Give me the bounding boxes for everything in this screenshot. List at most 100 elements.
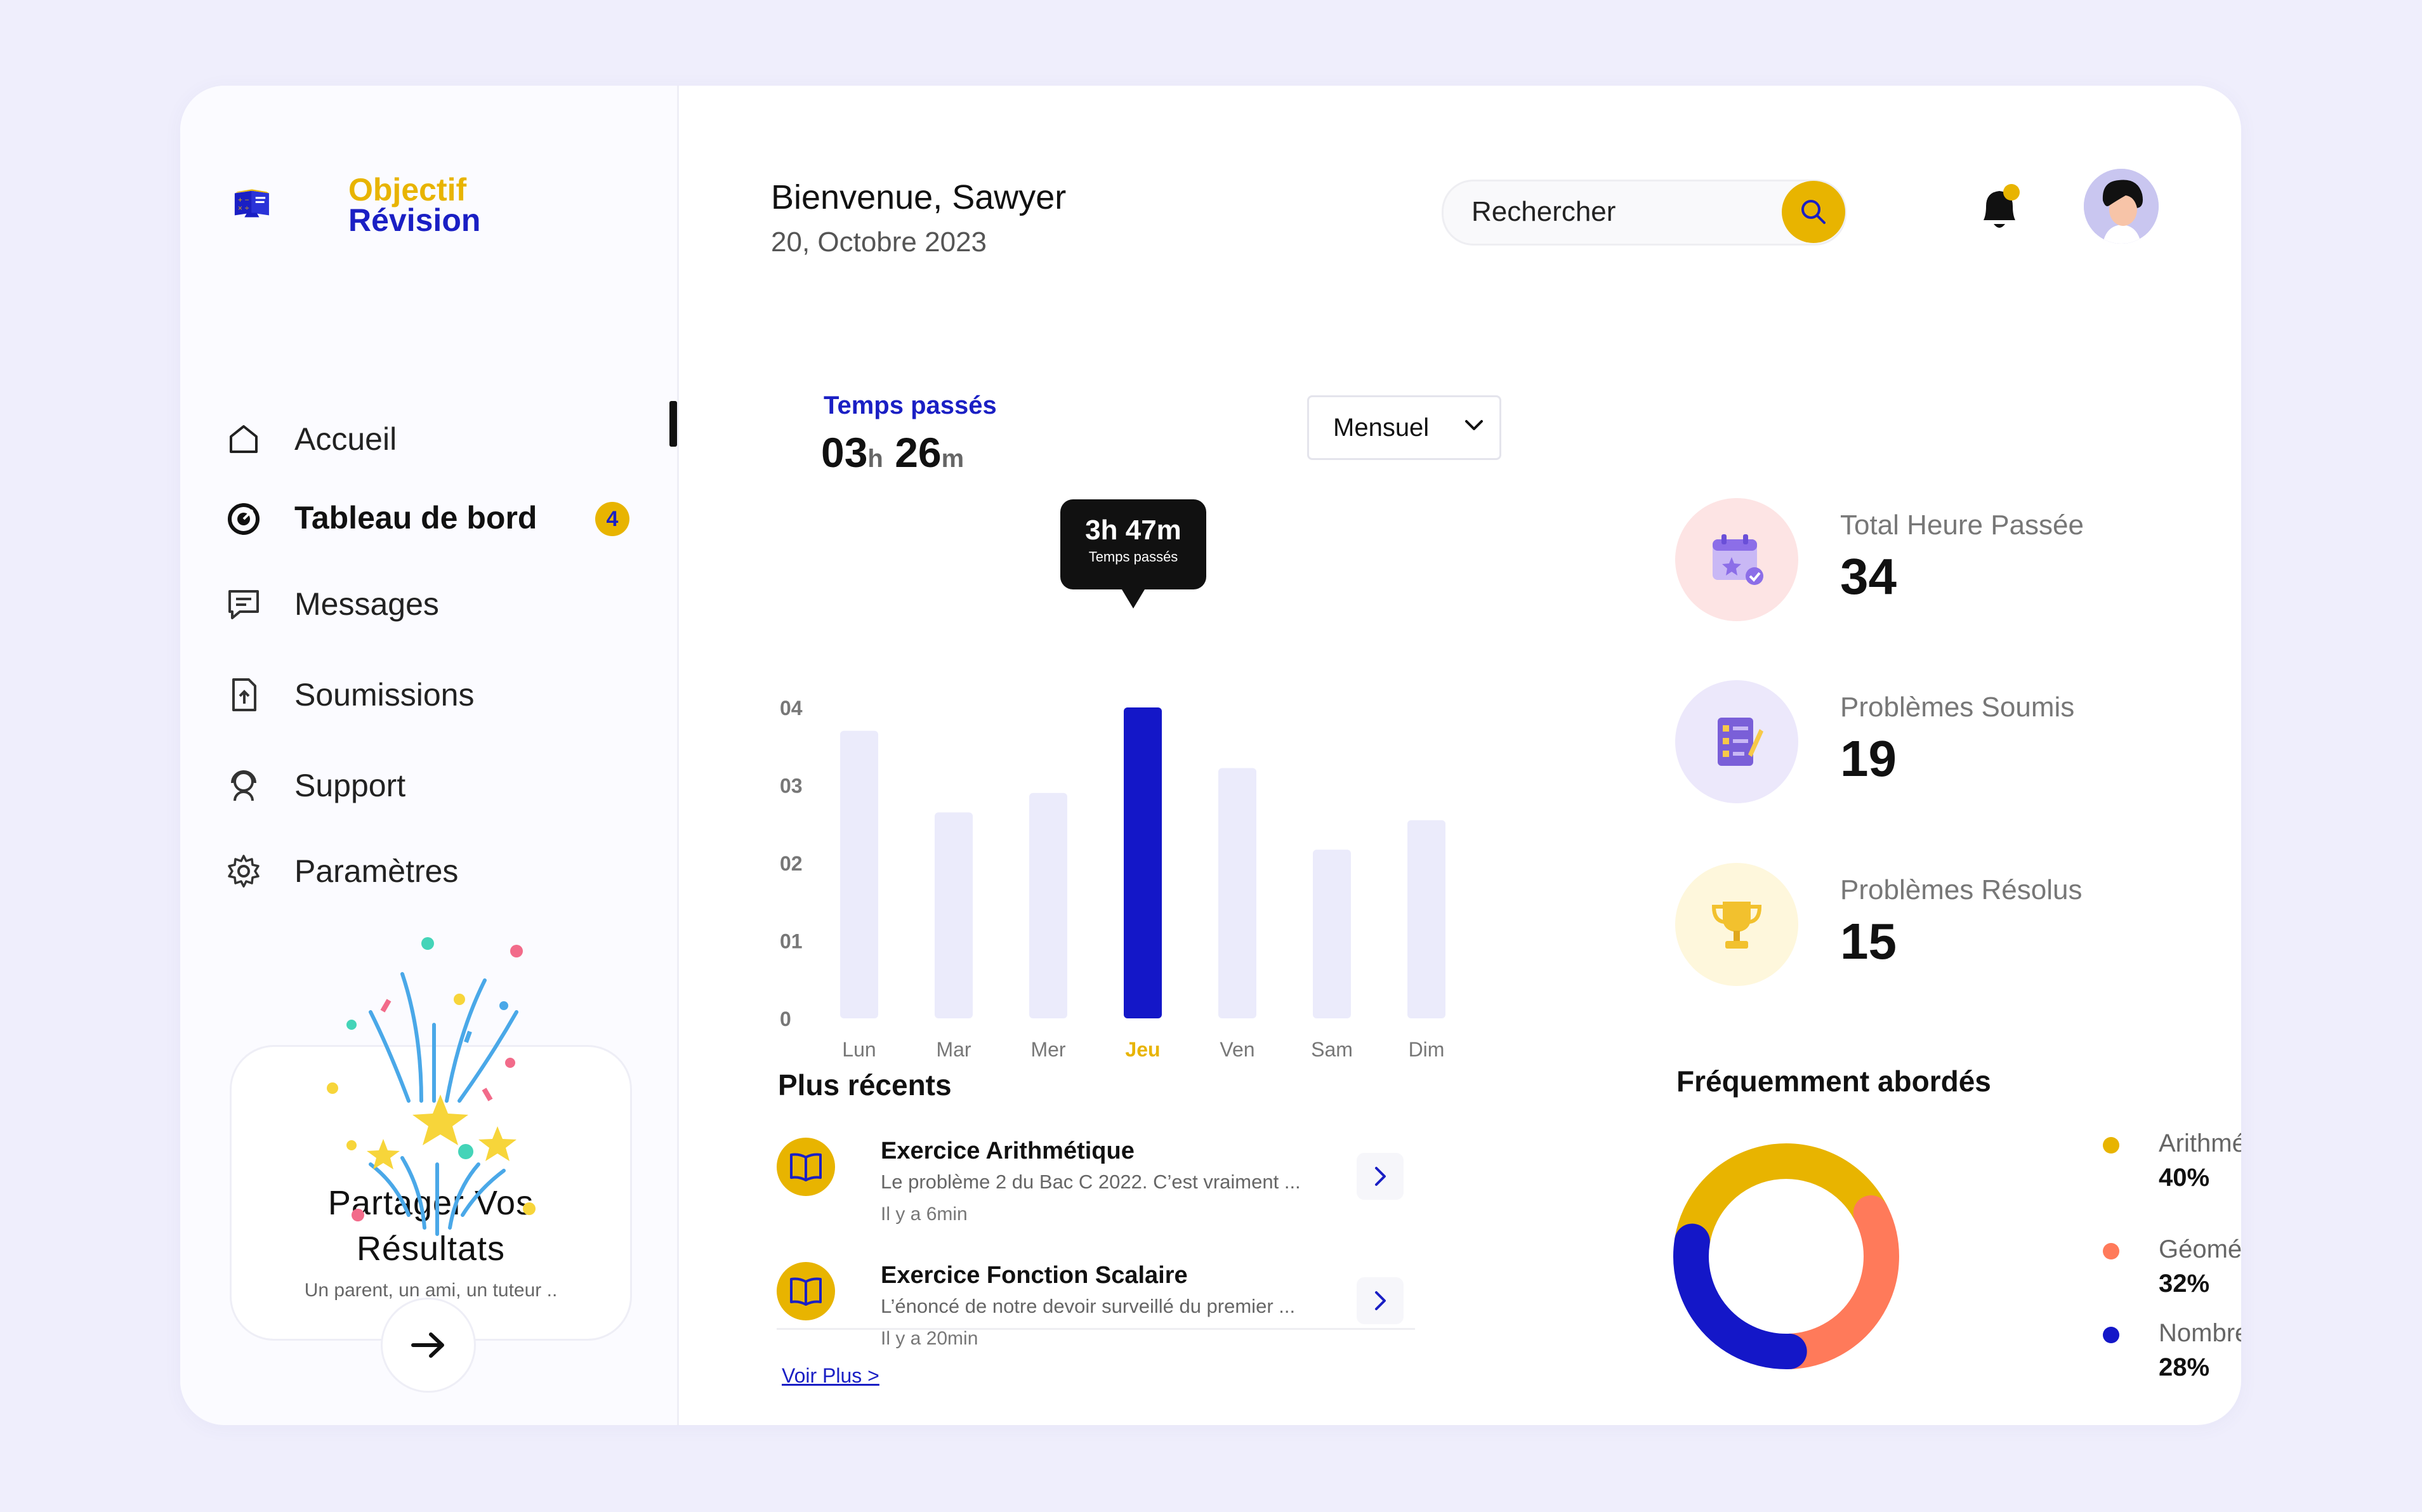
list-item[interactable]: Exercice Arithmétique Le problème 2 du B…: [777, 1138, 1418, 1252]
dashboard-card: + − × ÷ Objectif Révision Accueil Tablea…: [180, 86, 2241, 1425]
svg-text:× ÷: × ÷: [238, 205, 249, 212]
legend-name: Arithmétique: [2159, 1129, 2241, 1157]
legend-name: Nombre Complexe: [2159, 1319, 2241, 1347]
bar-sam[interactable]: [1313, 850, 1351, 1018]
donut-slice-1[interactable]: [1771, 1195, 1899, 1369]
time-spent-value: 03h 26m: [821, 428, 964, 477]
app-name: Objectif Révision: [348, 172, 481, 238]
sidebar-item-parametres[interactable]: Paramètres: [225, 849, 458, 893]
legend-name: Géométrie: [2159, 1235, 2241, 1263]
sidebar-item-label: Accueil: [294, 421, 397, 457]
stat-label: Problèmes Résolus: [1840, 874, 2083, 905]
sidebar-item-label: Messages: [294, 586, 439, 622]
sidebar-item-accueil[interactable]: Accueil: [225, 417, 397, 461]
x-tick-label: Mer: [1030, 1038, 1065, 1061]
legend-dot: [2103, 1137, 2119, 1154]
arrow-right-icon: [411, 1332, 444, 1358]
time-spent-bar-chart: 0 01 02 03 04 Lun Mar Mer Jeu Ven Sam Dim: [780, 697, 1445, 1061]
share-results-card: Partager Vos Résultats Un parent, un ami…: [230, 1045, 632, 1341]
y-tick-label: 0: [780, 1008, 791, 1030]
list-item[interactable]: Exercice Fonction Scalaire L’énoncé de n…: [777, 1262, 1418, 1376]
donut-slice-0[interactable]: [1674, 1143, 1889, 1259]
tooltip-label: Temps passés: [1088, 549, 1178, 565]
x-tick-label: Lun: [842, 1038, 876, 1061]
active-nav-indicator: [669, 401, 677, 447]
chevron-right-icon: [1375, 1291, 1386, 1310]
share-title-line2: Résultats: [356, 1230, 506, 1268]
book-logo-icon: + − × ÷: [234, 189, 269, 218]
stat-total-hours: Total Heure Passée 34: [1675, 498, 2241, 625]
chart-tooltip: 3h 47m Temps passés: [1060, 499, 1206, 608]
period-select-value: Mensuel: [1333, 413, 1430, 442]
bar-lun[interactable]: [840, 730, 878, 1018]
y-tick-label: 02: [780, 852, 803, 875]
recent-item-time: Il y a 6min: [881, 1204, 968, 1225]
time-spent-label: Temps passés: [824, 391, 997, 419]
x-tick-label: Jeu: [1125, 1038, 1160, 1061]
stat-value: 34: [1840, 548, 1897, 605]
book-icon: [777, 1262, 835, 1320]
share-title: Partager Vos Résultats: [232, 1180, 630, 1272]
share-subtitle: Un parent, un ami, un tuteur ..: [304, 1280, 558, 1301]
open-item-button[interactable]: [1357, 1277, 1404, 1324]
stat-value: 19: [1840, 730, 1897, 787]
y-tick-label: 04: [780, 697, 803, 720]
recent-section-title: Plus récents: [778, 1068, 952, 1101]
search-bar: [1442, 180, 1846, 246]
notification-bell-icon[interactable]: [1975, 180, 2024, 237]
legend-percent: 28%: [2159, 1353, 2210, 1381]
donut-slice-2[interactable]: [1673, 1223, 1807, 1369]
recent-item-description: Le problème 2 du Bac C 2022. C’est vraim…: [881, 1171, 1301, 1193]
support-agent-icon: [231, 770, 256, 801]
stat-label: Problèmes Soumis: [1840, 692, 2075, 723]
x-tick-label: Sam: [1311, 1038, 1353, 1061]
sidebar-item-label: Tableau de bord: [294, 500, 537, 536]
y-tick-label: 01: [780, 930, 803, 953]
recent-item-title: Exercice Arithmétique: [881, 1138, 1135, 1164]
bar-dim[interactable]: [1407, 820, 1445, 1018]
sidebar-item-support[interactable]: Support: [225, 763, 405, 808]
bar-mar[interactable]: [935, 812, 973, 1018]
checklist-icon: [1675, 680, 1798, 803]
stat-solved-problems: Problèmes Résolus 15: [1675, 863, 2241, 990]
period-select[interactable]: Mensuel: [1307, 395, 1501, 460]
messages-count-badge: 4: [595, 502, 629, 536]
see-more-link[interactable]: Voir Plus >: [782, 1364, 879, 1387]
bar-mer[interactable]: [1029, 792, 1067, 1018]
sidebar-item-label: Soumissions: [294, 677, 475, 713]
sidebar-item-soumissions[interactable]: Soumissions: [225, 673, 474, 717]
legend-percent: 40%: [2159, 1164, 2210, 1192]
chevron-right-icon: [1375, 1167, 1386, 1186]
legend-dot: [2103, 1243, 2119, 1259]
search-icon: [1801, 200, 1826, 224]
recent-item-title: Exercice Fonction Scalaire: [881, 1262, 1188, 1289]
user-avatar[interactable]: [2084, 169, 2159, 244]
sidebar-item-label: Support: [294, 768, 406, 803]
x-tick-label: Ven: [1220, 1038, 1254, 1061]
bar-jeu[interactable]: [1124, 707, 1162, 1018]
search-button[interactable]: [1782, 181, 1845, 243]
search-input[interactable]: [1470, 190, 1746, 233]
sidebar-item-tableau-de-bord[interactable]: Tableau de bord: [225, 496, 537, 540]
bar-ven[interactable]: [1218, 768, 1256, 1018]
recent-item-description: L’énoncé de notre devoir surveillé du pr…: [881, 1295, 1296, 1317]
y-tick-label: 03: [780, 775, 803, 798]
app-name-line1: Objectif: [348, 172, 467, 207]
app-name-line2: Révision: [348, 202, 481, 238]
hours-unit: h: [867, 445, 883, 473]
open-item-button[interactable]: [1357, 1153, 1404, 1200]
time-spent-hours: 03: [821, 429, 868, 476]
calendar-star-icon: [1675, 498, 1798, 621]
trophy-icon: [1675, 863, 1798, 986]
tooltip-value: 3h 47m: [1085, 515, 1181, 546]
share-results-button[interactable]: [381, 1298, 476, 1393]
time-spent-minutes: 26: [895, 429, 942, 476]
sidebar-item-messages[interactable]: Messages: [225, 582, 439, 626]
gear-icon: [228, 855, 260, 888]
minutes-unit: m: [941, 445, 964, 473]
file-upload-icon: [232, 678, 256, 711]
x-tick-label: Dim: [1409, 1038, 1445, 1061]
legend-percent: 32%: [2159, 1270, 2210, 1298]
chevron-down-icon: [1465, 420, 1483, 430]
sidebar: + − × ÷ Objectif Révision Accueil Tablea…: [180, 86, 679, 1425]
